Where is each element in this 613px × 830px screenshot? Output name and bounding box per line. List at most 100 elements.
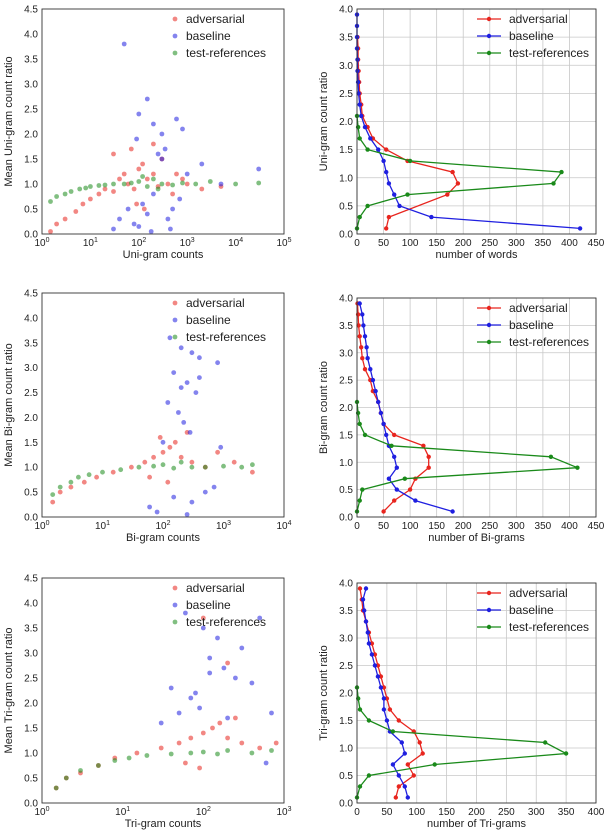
data-point-adversarial: [136, 166, 142, 172]
data-point-baseline: [162, 146, 168, 152]
data-point-baseline: [197, 355, 202, 361]
legend-marker-adversarial: [486, 590, 492, 596]
data-point-baseline: [159, 131, 165, 137]
plot-frame: [41, 8, 285, 235]
data-point-test-references: [563, 751, 569, 756]
data-point-adversarial: [54, 221, 59, 227]
legend-marker-test-references: [172, 50, 178, 56]
data-point-baseline: [368, 136, 373, 141]
data-point-baseline: [202, 489, 208, 495]
x-tick-label: 400: [561, 521, 578, 532]
chart-panel-5: 100 101 102 1030.00.51.01.52.02.53.03.54.04…: [3, 574, 292, 830]
data-point-adversarial: [250, 469, 255, 475]
data-point-baseline: [189, 499, 195, 505]
data-point-baseline: [159, 156, 165, 162]
data-point-adversarial: [396, 784, 401, 789]
data-point-baseline: [256, 166, 262, 172]
x-tick-label: 102: [155, 520, 170, 532]
legend-label-adversarial: adversarial: [186, 296, 245, 310]
data-point-baseline: [356, 91, 361, 96]
plot-area: [42, 293, 284, 517]
plot-frame: [41, 577, 285, 804]
chart-panel-2: 0 50 100 150 200 250 300 350 400 450 0.0 0.5 1.0 1.5 2…: [318, 5, 605, 262]
data-point-baseline: [362, 334, 368, 339]
y-tick-label: 2.0: [24, 699, 38, 710]
data-point-baseline: [370, 377, 376, 383]
legend: adversarial baseline test-references: [477, 586, 589, 634]
data-point-baseline: [184, 171, 190, 177]
x-axis-label: Bi-gram counts: [126, 532, 200, 544]
data-point-adversarial: [188, 735, 194, 741]
data-point-adversarial: [210, 725, 215, 731]
data-point-adversarial: [215, 449, 221, 455]
data-point-test-references: [551, 181, 556, 186]
data-point-baseline: [218, 181, 224, 187]
legend-label-baseline: baseline: [186, 598, 231, 612]
legend-marker-adversarial: [172, 585, 178, 591]
data-point-baseline: [170, 206, 176, 212]
y-tick-label: 0.0: [339, 513, 353, 524]
x-tick-label: 102: [196, 806, 211, 818]
data-point-adversarial: [172, 439, 178, 445]
data-point-adversarial: [134, 750, 140, 756]
data-point-baseline: [359, 113, 364, 119]
data-point-baseline: [405, 795, 410, 800]
data-point-adversarial: [396, 718, 401, 723]
plot-frame: [356, 297, 597, 518]
data-point-adversarial: [392, 432, 397, 438]
data-point-baseline: [384, 432, 389, 438]
data-point-test-references: [140, 174, 146, 179]
data-point-test-references: [68, 479, 74, 485]
y-tick-label: 2.0: [339, 403, 353, 414]
data-point-baseline: [121, 41, 127, 47]
data-point-baseline: [197, 375, 202, 380]
data-point-adversarial: [48, 229, 53, 234]
data-point-baseline: [381, 696, 387, 701]
y-tick-label: 0.0: [24, 513, 38, 524]
y-axis-label: Mean Uni-gram count ratio: [3, 56, 15, 186]
data-point-adversarial: [128, 146, 134, 152]
data-point-baseline: [151, 191, 156, 197]
data-point-test-references: [559, 169, 564, 175]
data-point-baseline: [392, 454, 397, 459]
data-point-test-references: [402, 476, 407, 481]
y-tick-label: 4.0: [24, 599, 38, 610]
data-point-adversarial: [110, 469, 116, 475]
data-point-adversarial: [450, 169, 455, 175]
x-tick-label: 50: [381, 807, 393, 818]
y-tick-label: 0.5: [24, 774, 38, 785]
data-point-baseline: [392, 192, 397, 197]
x-tick-label: 250: [481, 238, 498, 249]
y-tick-label: 2.5: [24, 388, 38, 399]
legend-marker-test-references: [172, 334, 178, 340]
data-point-adversarial: [362, 367, 368, 372]
data-point-test-references: [53, 785, 59, 791]
x-tick-label: 100: [402, 238, 419, 249]
data-point-baseline: [372, 663, 378, 668]
x-tick-label: 0: [354, 807, 360, 818]
data-point-baseline: [360, 597, 366, 602]
x-tick-label: 200: [468, 807, 485, 818]
y-tick-label: 4.0: [24, 313, 38, 324]
data-point-adversarial: [381, 509, 386, 514]
legend-label-adversarial: adversarial: [186, 12, 245, 26]
data-point-baseline: [167, 335, 173, 341]
data-point-test-references: [548, 454, 554, 459]
y-axis-label: Bi-gram count ratio: [318, 361, 330, 454]
data-point-baseline: [381, 707, 387, 712]
data-point-adversarial: [147, 474, 153, 480]
legend-marker-adversarial: [486, 16, 492, 22]
data-point-adversarial: [393, 795, 398, 800]
data-point-adversarial: [200, 615, 206, 621]
data-point-baseline: [381, 158, 386, 164]
data-point-adversarial: [174, 171, 179, 177]
x-axis-label: number of Bi-grams: [428, 532, 525, 544]
data-point-baseline: [384, 169, 389, 175]
y-axis-label: Mean Tri-gram count ratio: [3, 628, 15, 754]
data-point-test-references: [136, 179, 142, 184]
data-point-adversarial: [225, 735, 231, 741]
data-point-baseline: [362, 608, 367, 613]
data-point-test-references: [575, 465, 580, 470]
data-point-adversarial: [445, 192, 450, 197]
x-tick-label: 150: [438, 807, 455, 818]
